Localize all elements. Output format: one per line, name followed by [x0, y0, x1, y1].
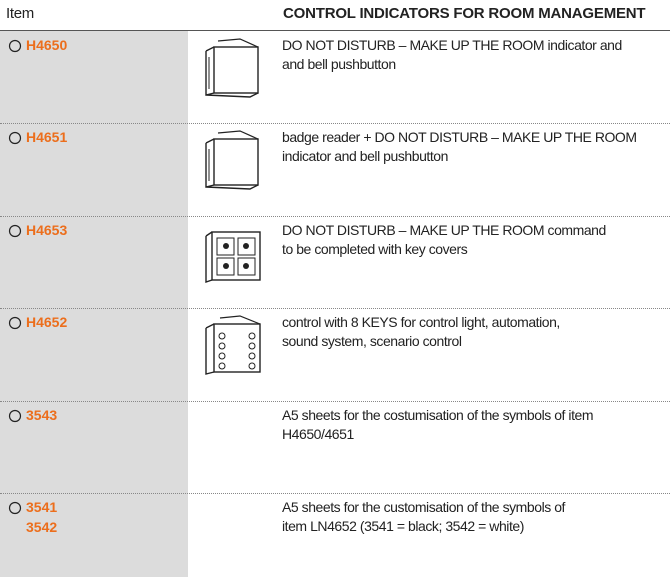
description-line: A5 sheets for the customisation of the s…	[282, 499, 565, 515]
bullet-icon	[8, 501, 22, 515]
product-drawing	[205, 38, 259, 98]
bullet-circle	[8, 39, 22, 58]
product-image	[200, 222, 270, 293]
bullet-circle	[8, 501, 22, 520]
bullet-circle	[8, 131, 22, 150]
product-image	[200, 129, 270, 200]
description-line: indicator and bell pushbutton	[282, 148, 448, 165]
row-separator	[0, 400, 670, 402]
table-title: CONTROL INDICATORS FOR ROOM MANAGEMENT	[283, 5, 646, 22]
description-line: control with 8 KEYS for control light, a…	[282, 314, 560, 331]
bullet-circle	[8, 316, 22, 335]
item-code: H4653	[26, 221, 68, 238]
description-line: A5 sheets for the costumisation of the s…	[282, 406, 594, 423]
product-drawing	[205, 130, 259, 191]
product-image	[200, 314, 270, 385]
bullet-icon	[8, 224, 22, 237]
description-line: item LN4652 (3541 = black; 3542 = white)	[282, 518, 524, 534]
product-drawing	[205, 231, 261, 283]
item-code: 3543	[26, 406, 58, 423]
bullet-icon	[8, 39, 22, 53]
description-line: to be completed with key covers	[282, 240, 468, 257]
description-line: DO NOT DISTURB – MAKE UP THE ROOM indica…	[282, 37, 622, 53]
row-separator	[0, 123, 670, 125]
product-image	[200, 37, 270, 108]
item-code: 3541	[26, 499, 58, 515]
item-header: Item	[6, 5, 34, 22]
description-line: and bell pushbutton	[282, 56, 396, 72]
item-code: H4651	[26, 129, 68, 146]
row-separator	[0, 308, 670, 310]
header-rule	[0, 30, 670, 31]
description-line: H4650/4651	[282, 425, 354, 442]
description-line: DO NOT DISTURB – MAKE UP THE ROOM comman…	[282, 221, 606, 238]
description-line: badge reader + DO NOT DISTURB – MAKE UP …	[282, 129, 637, 146]
item-code: 3542	[26, 519, 58, 535]
bullet-icon	[8, 409, 22, 422]
product-drawing	[205, 315, 261, 376]
description-line: sound system, scenario control	[282, 333, 462, 350]
bullet-circle	[8, 224, 22, 243]
bullet-icon	[8, 317, 22, 330]
bullet-icon	[8, 132, 22, 145]
row-separator	[0, 215, 670, 217]
bullet-circle	[8, 409, 22, 428]
row-separator	[0, 493, 670, 494]
item-code: H4652	[26, 314, 68, 331]
item-column	[0, 31, 188, 577]
item-code: H4650	[26, 37, 68, 53]
